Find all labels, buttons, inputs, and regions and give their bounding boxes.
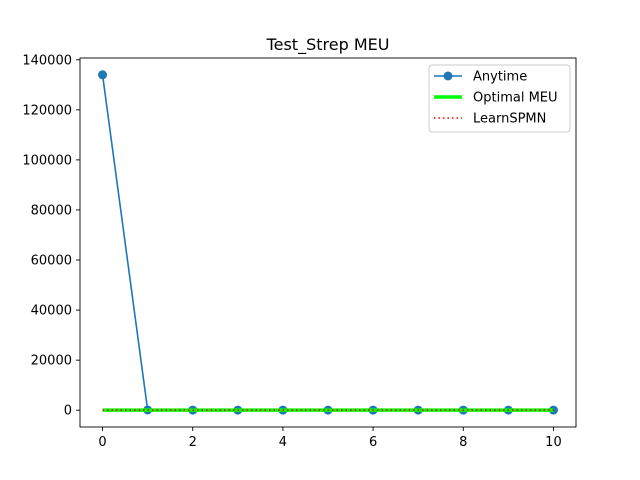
- x-tick-label: 8: [459, 435, 467, 450]
- data-point-anytime: [98, 70, 108, 80]
- y-tick-label: 60000: [31, 254, 72, 269]
- x-tick-label: 2: [189, 435, 197, 450]
- x-tick-label: 0: [98, 435, 106, 450]
- legend-marker-anytime: [443, 71, 453, 81]
- x-tick-label: 4: [279, 435, 287, 450]
- legend-label-learnspmn: LearnSPMN: [473, 112, 546, 127]
- legend-label-optimal-meu: Optimal MEU: [473, 91, 558, 106]
- y-tick-label: 40000: [31, 304, 72, 319]
- y-tick-label: 120000: [22, 103, 72, 118]
- x-tick-label: 10: [545, 435, 562, 450]
- y-tick-label: 80000: [31, 203, 72, 218]
- x-tick-label: 6: [369, 435, 377, 450]
- y-tick-label: 20000: [31, 354, 72, 369]
- chart-title: Test_Strep MEU: [266, 35, 390, 55]
- plot-frame: [79, 57, 577, 428]
- series-layer: [98, 70, 558, 415]
- y-tick-label: 0: [64, 404, 72, 419]
- y-tick-label: 140000: [22, 53, 72, 68]
- legend: Anytime Optimal MEU LearnSPMN: [428, 64, 571, 133]
- legend-label-anytime: Anytime: [473, 70, 527, 85]
- legend-box: [428, 64, 571, 133]
- y-tick-label: 100000: [22, 153, 72, 168]
- axes-layer: 0 2 4 6 8 10 0 20000 40000 60000 80000 100000 120000…: [22, 53, 577, 450]
